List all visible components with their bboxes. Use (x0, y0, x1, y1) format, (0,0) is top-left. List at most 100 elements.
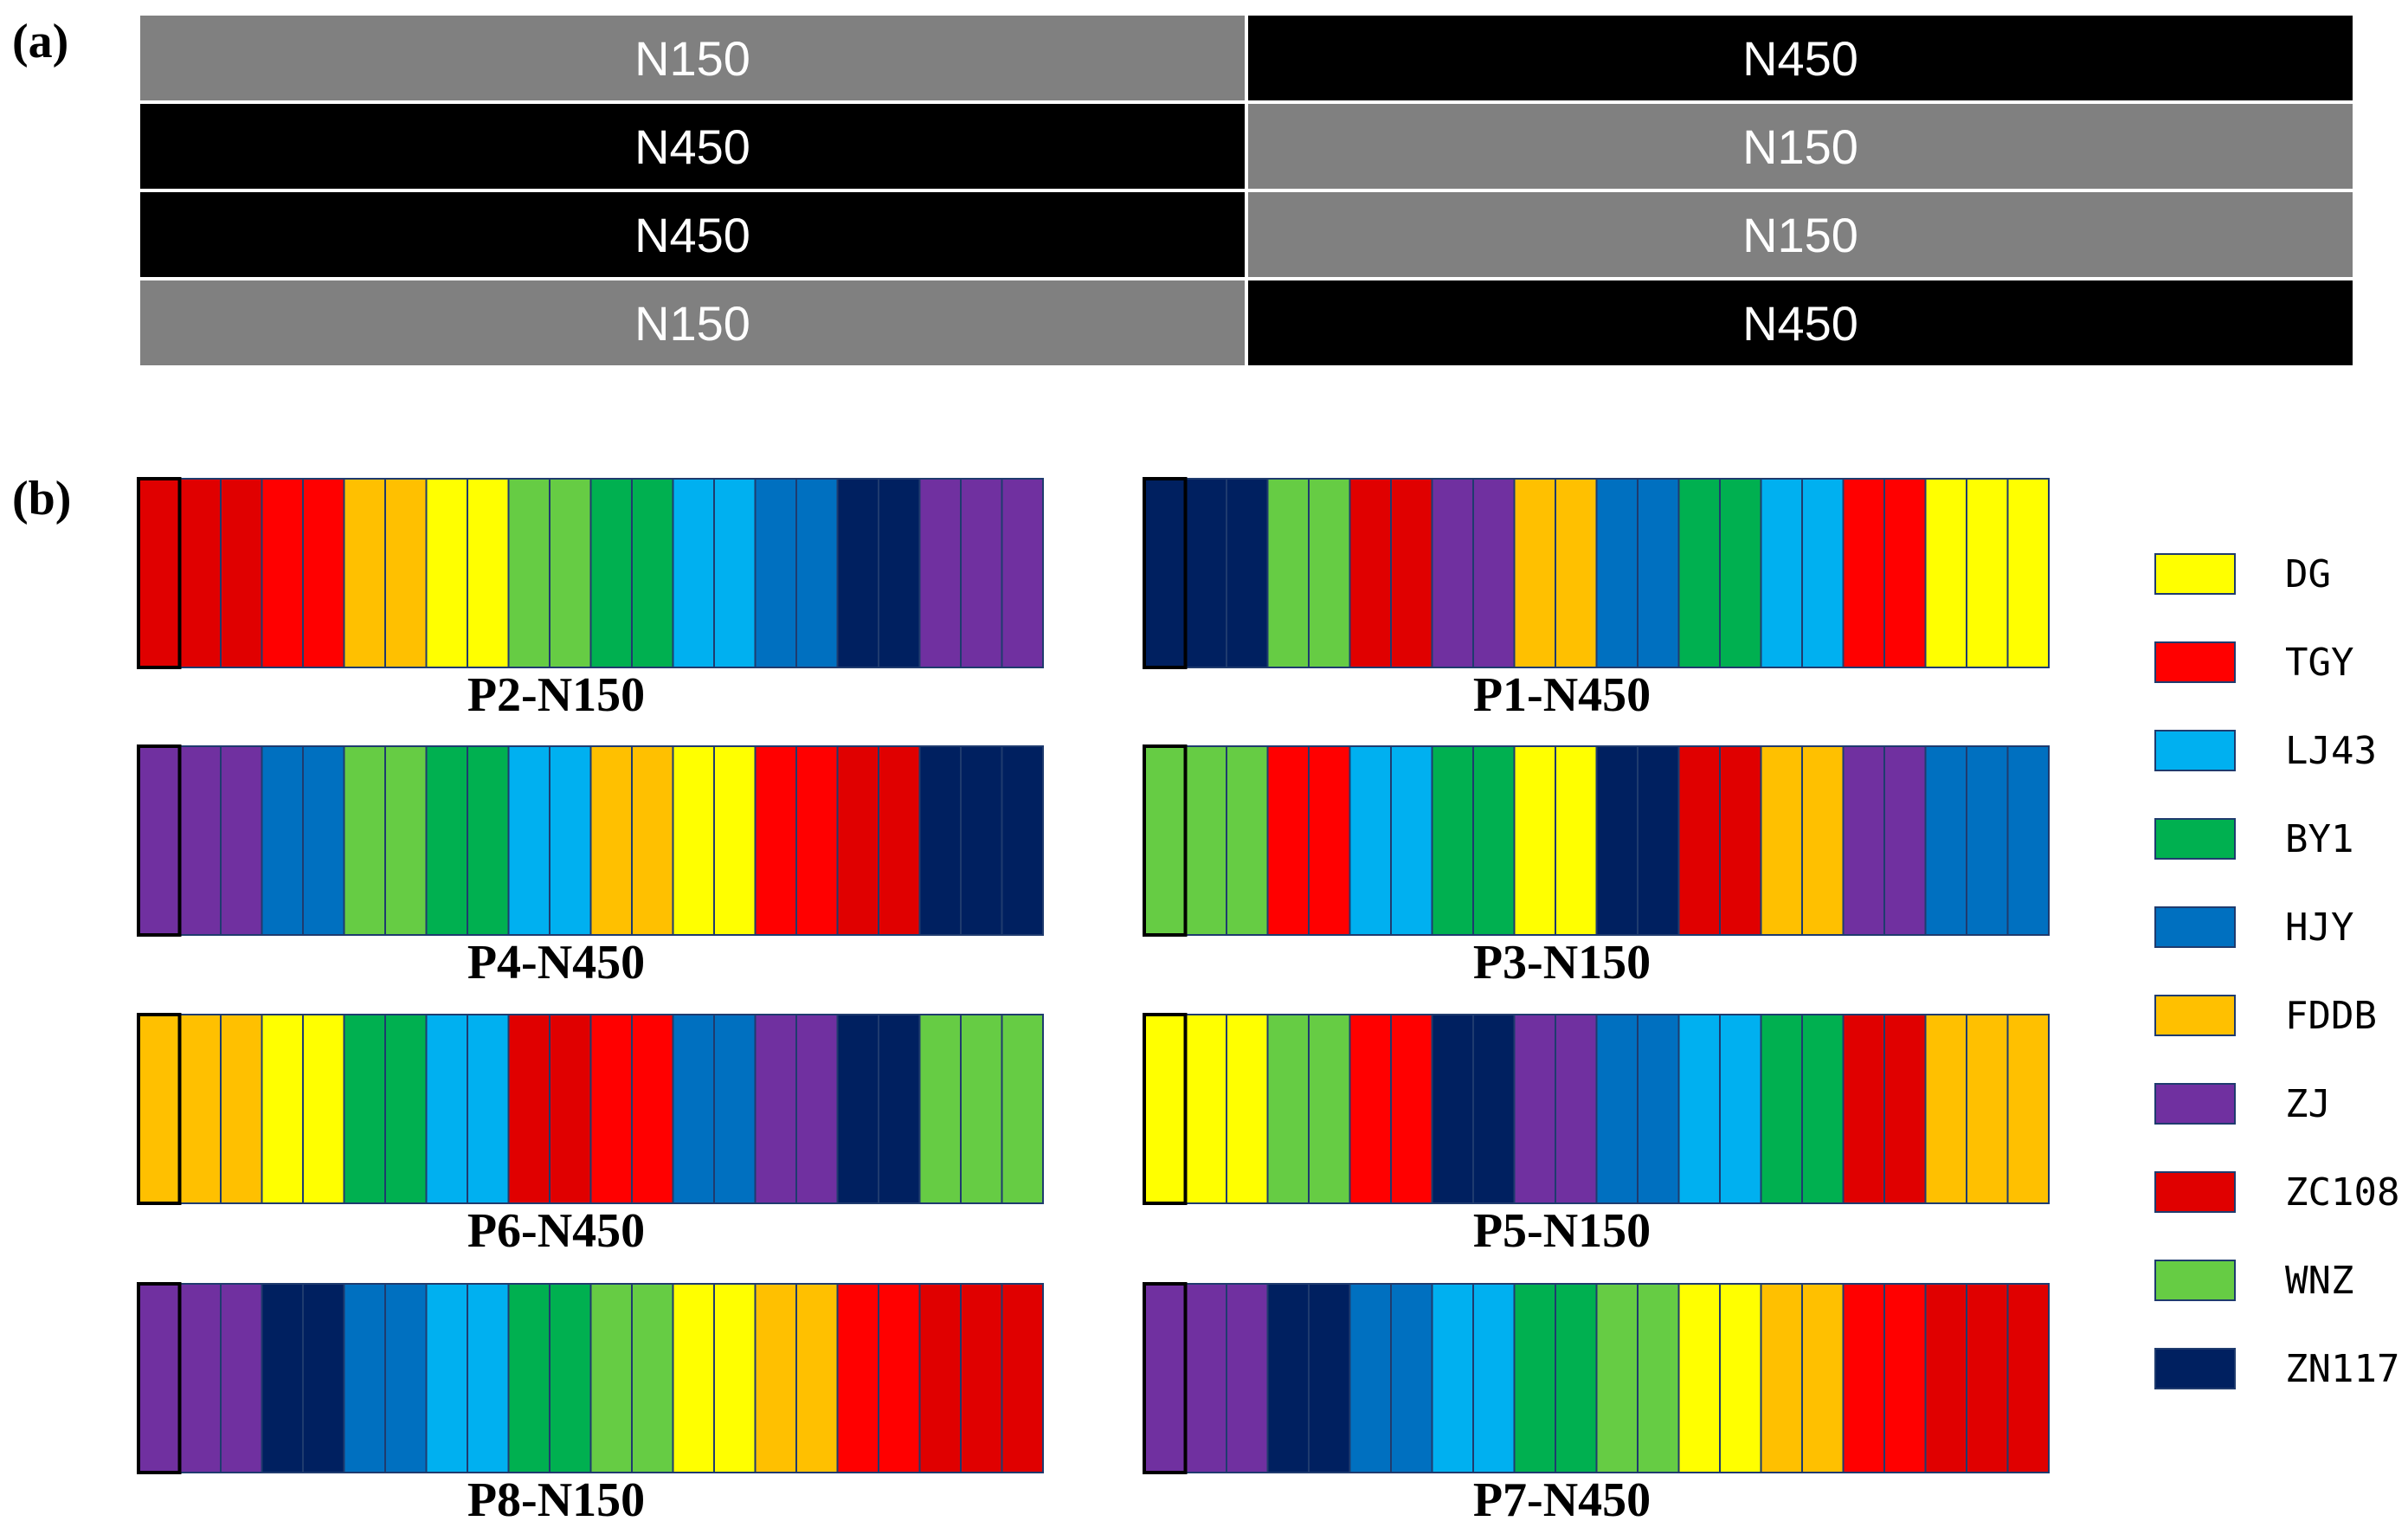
legend-swatch (2154, 730, 2236, 771)
strip-by1 (549, 1283, 592, 1473)
strip-dg (467, 478, 510, 668)
strip-by1 (507, 1283, 550, 1473)
panel-a-label: (a) (12, 15, 68, 68)
strip-wnz (343, 745, 386, 936)
strip-zc108 (960, 1283, 1003, 1473)
legend: DG TGY LJ43 BY1 HJY FDDB ZJ ZC108 WNZ ZN117 (2154, 552, 2399, 1391)
strip-hjy (1637, 478, 1680, 668)
first-strip-border (1143, 477, 1188, 669)
strip-lj43 (425, 1014, 468, 1204)
strip-zc108 (1966, 1283, 2009, 1473)
strip-dg (1226, 1014, 1269, 1204)
strip-dg (1719, 1283, 1762, 1473)
strip-hjy (343, 1283, 386, 1473)
plot-cell (1245, 100, 2356, 192)
legend-swatch (2154, 995, 2236, 1036)
strip-zj (178, 1283, 222, 1473)
plot-cell-label: N450 (634, 119, 750, 174)
strip-tgy (631, 1014, 674, 1204)
strip-fddb (1966, 1014, 2009, 1204)
strip-zn117 (1226, 478, 1269, 668)
strip-zj (138, 1283, 181, 1473)
strip-dg (1677, 1283, 1721, 1473)
strip-by1 (589, 478, 633, 668)
strip-wnz (1226, 745, 1269, 936)
strip-zc108 (178, 478, 222, 668)
strip-hjy (1595, 478, 1639, 668)
strip-zn117 (1431, 1014, 1474, 1204)
strip-lj43 (507, 745, 550, 936)
plot-title: P1-N450 (1473, 668, 1651, 722)
strip-fddb (1801, 745, 1845, 936)
strip-wnz (960, 1014, 1003, 1204)
strip-zj (1226, 1283, 1269, 1473)
legend-swatch (2154, 818, 2236, 860)
strip-by1 (1677, 478, 1721, 668)
panel-a-grid: N150 N450 N450 N150 N450 N150 N150 N450 (137, 12, 2356, 369)
strip-zj (1472, 478, 1516, 668)
plot-title: P4-N450 (467, 936, 645, 989)
strip-tgy (1308, 745, 1351, 936)
strip-tgy (1266, 745, 1310, 936)
strip-zn117 (1266, 1283, 1310, 1473)
strip-by1 (1801, 1014, 1845, 1204)
strip-hjy (384, 1283, 428, 1473)
first-strip-border (1143, 1282, 1188, 1474)
plot-cell (137, 277, 1248, 369)
strip-zc108 (1883, 1014, 1927, 1204)
strip-zc108 (1719, 745, 1762, 936)
first-strip-border (1143, 744, 1188, 937)
strip-wnz (507, 478, 550, 668)
plot-p6-n450: P6-N450 (137, 1013, 1044, 1258)
first-strip-border (137, 477, 182, 669)
legend-label: FDDB (2285, 994, 2377, 1038)
strip-hjy (1637, 1014, 1680, 1204)
strip-zj (795, 1014, 839, 1204)
strip-by1 (631, 478, 674, 668)
strip-tgy (302, 478, 345, 668)
strip-by1 (467, 745, 510, 936)
strip-wnz (589, 1283, 633, 1473)
plot-cell-label: N450 (634, 208, 750, 262)
strip-wnz (1637, 1283, 1680, 1473)
plot-cell (1245, 189, 2356, 280)
strip-zn117 (878, 1014, 921, 1204)
strip-fddb (1513, 478, 1556, 668)
strip-tgy (1349, 1014, 1392, 1204)
strip-dg (1184, 1014, 1227, 1204)
strip-zn117 (918, 745, 962, 936)
strip-tgy (836, 1283, 879, 1473)
strip-zn117 (878, 478, 921, 668)
strip-dg (1143, 1014, 1187, 1204)
strip-zj (1883, 745, 1927, 936)
strip-by1 (343, 1014, 386, 1204)
strip-zc108 (1842, 1014, 1885, 1204)
plot-cell-label: N150 (634, 296, 750, 351)
panel-b-plots: P2-N150 P1-N450 P4-N450 P3-N150 P6-N450 P5-N1… (137, 477, 2050, 1527)
strip-wnz (1143, 745, 1187, 936)
strip-tgy (589, 1014, 633, 1204)
strip-wnz (549, 478, 592, 668)
strip-lj43 (1760, 478, 1803, 668)
strip-fddb (138, 1014, 181, 1204)
strip-fddb (1801, 1283, 1845, 1473)
strip-fddb (589, 745, 633, 936)
first-strip-border (137, 744, 182, 937)
legend-label: WNZ (2285, 1259, 2353, 1303)
strip-zj (960, 478, 1003, 668)
plot-title: P7-N450 (1473, 1473, 1651, 1527)
plot-title: P5-N150 (1473, 1204, 1651, 1258)
strip-dg (1555, 745, 1598, 936)
strip-wnz (1308, 1014, 1351, 1204)
strip-zn117 (836, 1014, 879, 1204)
strip-lj43 (1677, 1014, 1721, 1204)
first-strip-border (1143, 1013, 1188, 1205)
strip-zn117 (960, 745, 1003, 936)
strip-fddb (754, 1283, 797, 1473)
strip-hjy (795, 478, 839, 668)
strip-fddb (384, 478, 428, 668)
strip-wnz (631, 1283, 674, 1473)
plot-p1-n450: P1-N450 (1143, 477, 2050, 722)
strip-zn117 (1637, 745, 1680, 936)
legend-label: BY1 (2285, 817, 2353, 861)
